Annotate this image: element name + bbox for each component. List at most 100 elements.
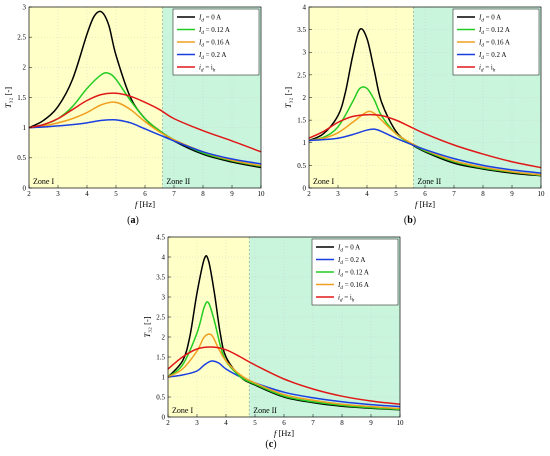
legend-box [172,8,260,76]
y-tick-label: 1 [23,124,27,132]
legend-entry-5: id = ih [338,294,355,304]
x-tick-label: 7 [452,190,456,198]
series-line-5 [308,113,542,169]
series-line-1 [28,10,262,169]
y-tick-label: 2 [303,94,307,102]
y-tick-label: 3 [303,49,307,57]
x-tick-label: 6 [143,190,147,198]
zone-1-region [168,237,250,417]
y-tick-label: 3 [23,3,27,11]
legend: Id = 0 A Id = 0.12 A Id = 0.16 A Id = 0.2 A… [172,8,260,76]
y-tick-label: 3.5 [297,26,306,34]
x-tick-label: 2 [27,190,31,198]
y-tick-label: 1 [162,373,166,381]
series-line-3 [308,110,542,176]
zone-2-label: Zone II [253,406,277,415]
zone-2-label: Zone II [417,177,441,186]
x-tick-label: 4 [365,190,369,198]
series-line-2 [167,360,401,408]
legend-entry-2: Id = 0.2 A [337,256,365,266]
legend: Id = 0 A Id = 0.2 A Id = 0.12 A Id = 0.16 A… [311,238,399,306]
x-tick-label: 3 [336,190,340,198]
y-tick-label: 0.5 [297,162,306,170]
legend-entry-3: Id = 0.16 A [478,39,510,49]
y-tick-label: 2.5 [17,34,26,42]
x-tick-label: 5 [114,190,118,198]
legend: Id = 0 A Id = 0.12 A Id = 0.16 A Id = 0.2 A… [452,8,540,76]
x-tick-label: 4 [224,419,228,427]
legend-entry-4: Id = 0.16 A [337,281,369,291]
y-tick-label: 4.5 [156,233,165,241]
x-tick-label: 9 [230,190,234,198]
x-tick-label: 3 [195,419,199,427]
legend-entry-4: Id = 0.2 A [198,51,226,61]
series-line-5 [167,346,401,405]
panel-label: (a) [127,215,139,226]
y-tick-label: 4 [303,3,307,11]
zone-1-label: Zone I [33,177,54,186]
x-tick-label: 8 [340,419,344,427]
y-tick-label: 0.5 [156,393,165,401]
y-tick-label: 3 [162,293,166,301]
y-tick-label: 1.5 [17,94,26,102]
x-tick-label: 6 [282,419,286,427]
series-line-4 [308,128,542,174]
x-tick-label: 4 [85,190,89,198]
legend-entry-4: Id = 0.2 A [478,51,506,61]
panel-label: (c) [265,439,276,450]
x-tick-label: 10 [538,190,546,198]
y-tick-label: 1.5 [156,353,165,361]
y-tick-label: 0 [303,184,307,192]
zone-1-label: Zone I [172,406,193,415]
x-tick-label: 8 [481,190,485,198]
x-axis-label: f [Hz] [415,199,435,209]
x-tick-label: 7 [311,419,315,427]
x-axis-label: f [Hz] [274,428,294,438]
series-line-1 [308,28,542,177]
x-tick-label: 9 [510,190,514,198]
series-line-4 [28,118,262,165]
y-tick-label: 2.5 [156,313,165,321]
legend-entry-5: id = ih [199,64,216,74]
series-line-5 [28,92,262,153]
series-line-4 [167,333,401,410]
y-tick-label: 2.5 [297,71,306,79]
x-tick-label: 10 [397,419,405,427]
legend-entry-2: Id = 0.12 A [198,26,230,36]
legend-entry-3: Id = 0.16 A [198,39,230,49]
y-tick-label: 3.5 [156,273,165,281]
y-tick-label: 2 [23,64,27,72]
zone-2-label: Zone II [166,177,190,186]
x-tick-label: 2 [166,419,170,427]
x-tick-label: 5 [253,419,257,427]
x-tick-label: 10 [258,190,266,198]
x-tick-label: 9 [369,419,373,427]
y-tick-label: 0.5 [17,154,26,162]
x-tick-label: 6 [423,190,427,198]
x-axis-label: f [Hz] [135,199,155,209]
y-tick-label: 1 [303,139,307,147]
legend-entry-1: Id = 0 A [337,244,360,254]
legend-entry-3: Id = 0.12 A [337,269,369,279]
chart-panel-3: 2 3 4 5 6 7 8 9 10 0 0.5 1 1.5 2 2.5 3 3.5 4 4.5 Zone I Zone… [142,233,404,450]
x-tick-label: 8 [201,190,205,198]
y-axis-label: T₃₂ [-] [142,316,152,337]
legend-entry-1: Id = 0 A [478,14,501,24]
panel-label: (b) [404,215,416,226]
legend-entry-5: id = ih [479,64,496,74]
y-tick-label: 4 [162,253,166,261]
chart-panel-2: 2 3 4 5 6 7 8 9 10 0 0.5 1 1.5 2 2.5 3 3.5 4 Zone I Zone II… [283,3,545,226]
x-tick-label: 7 [172,190,176,198]
x-tick-label: 3 [56,190,60,198]
x-tick-label: 2 [307,190,311,198]
x-tick-label: 5 [394,190,398,198]
zone-1-label: Zone I [313,177,334,186]
y-tick-label: 0 [162,413,166,421]
y-axis-label: T₃₂ [-] [3,87,13,108]
y-tick-label: 1.5 [297,117,306,125]
y-tick-label: 2 [162,333,166,341]
y-tick-label: 0 [23,184,27,192]
series-line-1 [167,255,401,411]
